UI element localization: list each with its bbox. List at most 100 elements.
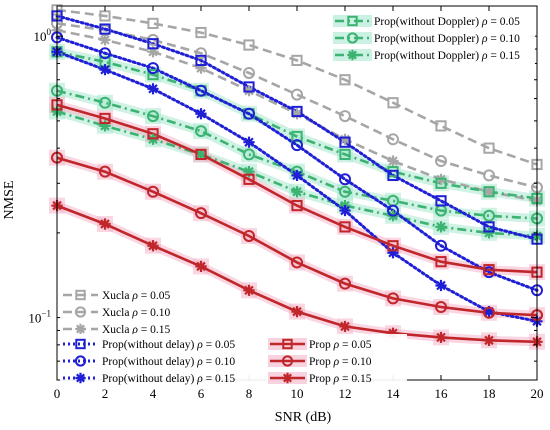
x-tick-label: 16 <box>435 386 449 401</box>
data-point-3-9 <box>483 186 495 198</box>
series-line-0 <box>56 8 538 166</box>
data-point-8-1 <box>99 64 111 76</box>
data-point-10-6 <box>339 277 351 290</box>
data-point-11-2 <box>147 240 159 252</box>
series-line-7 <box>55 35 539 292</box>
data-point-11-4 <box>243 284 255 296</box>
data-point-11-5 <box>291 306 303 318</box>
data-point-4-9 <box>483 209 495 222</box>
data-point-9-3 <box>195 148 207 161</box>
legend-highlight <box>333 32 372 44</box>
data-point-8-8 <box>435 279 447 292</box>
data-point-0-4 <box>243 39 255 51</box>
legend-marker <box>346 32 359 44</box>
data-point-6-5 <box>291 105 303 118</box>
data-point-2-3 <box>195 62 207 74</box>
legend-marker <box>75 323 86 335</box>
legend-marker <box>74 306 87 318</box>
data-point-9-8 <box>435 256 447 268</box>
data-point-7-6 <box>339 173 351 186</box>
legend-label: Prop(without delay) ρ = 0.15 <box>102 373 235 385</box>
data-point-7-5 <box>291 139 303 152</box>
data-point-5-5 <box>291 186 303 198</box>
legend-label: Prop(without delay) ρ = 0.05 <box>102 339 235 351</box>
legend-label: Xucla ρ = 0.05 <box>102 290 171 302</box>
data-point-11-7 <box>387 327 399 339</box>
legend-label: Prop(without Doppler) ρ = 0.10 <box>374 33 520 45</box>
series-line-9 <box>56 103 538 274</box>
x-tick-label: 18 <box>483 386 496 401</box>
legend-marker <box>347 49 358 61</box>
data-point-2-6 <box>339 133 351 145</box>
series-markers-layer <box>51 4 543 348</box>
data-point-6-4 <box>243 81 255 93</box>
data-point-6-1 <box>99 23 111 35</box>
data-point-4-2 <box>147 110 159 123</box>
data-point-9-1 <box>99 112 111 125</box>
data-point-2-1 <box>99 34 111 46</box>
data-point-1-7 <box>387 133 399 146</box>
y-tick-label: 100 <box>34 27 52 44</box>
data-point-9-5 <box>291 199 303 212</box>
data-point-9-2 <box>147 128 159 140</box>
data-point-0-5 <box>291 54 303 67</box>
data-point-1-3 <box>195 47 207 60</box>
x-tick-label: 0 <box>54 386 61 401</box>
y-tick-label: 10−1 <box>28 309 51 326</box>
data-point-0-9 <box>483 142 495 154</box>
data-point-6-2 <box>147 38 159 50</box>
legend-marker <box>75 338 86 350</box>
data-point-9-7 <box>387 240 399 252</box>
data-point-10-1 <box>99 165 111 178</box>
legend-marker <box>282 338 293 350</box>
legend-label: Prop ρ = 0.15 <box>309 373 372 385</box>
data-point-3-2 <box>147 69 159 81</box>
series-line-1 <box>56 22 538 189</box>
x-tick-label: 2 <box>102 386 109 401</box>
data-point-7-7 <box>387 204 399 217</box>
data-point-10-8 <box>435 301 447 314</box>
data-point-0-8 <box>435 120 447 132</box>
data-point-10-9 <box>483 306 495 319</box>
data-point-2-5 <box>291 108 303 120</box>
legend-marker <box>281 355 294 367</box>
legend-marker <box>75 372 86 384</box>
x-tick-label: 10 <box>291 386 304 401</box>
data-point-3-6 <box>339 148 351 161</box>
data-point-0-6 <box>339 74 351 86</box>
data-point-10-2 <box>147 185 159 198</box>
data-point-10-7 <box>387 292 399 305</box>
data-point-5-9 <box>483 227 495 239</box>
legend-marker <box>347 15 358 27</box>
data-point-1-9 <box>483 169 495 182</box>
data-point-0-7 <box>387 97 399 109</box>
legend-marker <box>282 372 293 384</box>
data-point-9-9 <box>483 264 495 276</box>
data-point-4-6 <box>339 185 351 198</box>
series-line-10 <box>56 156 538 317</box>
data-point-1-5 <box>291 88 303 101</box>
data-point-8-7 <box>387 247 399 259</box>
legends: Prop(without Doppler) ρ = 0.05 Prop(witho… <box>60 11 535 389</box>
data-point-9-4 <box>243 173 255 185</box>
legend-label: Prop ρ = 0.05 <box>309 339 372 351</box>
legend-marker <box>74 355 87 367</box>
x-tick-label: 8 <box>246 386 253 401</box>
data-point-7-8 <box>435 239 447 252</box>
data-point-11-6 <box>339 320 351 333</box>
legend-label: Prop(without Doppler) ρ = 0.15 <box>374 50 520 62</box>
data-point-11-9 <box>483 334 495 346</box>
legend-highlight <box>333 15 372 27</box>
data-point-1-6 <box>339 110 351 123</box>
data-point-8-9 <box>483 306 495 318</box>
series-line-3 <box>56 50 538 200</box>
x-axis-label: SNR (dB) <box>275 410 332 425</box>
data-point-9-6 <box>339 221 351 233</box>
legend-label: Prop(without Doppler) ρ = 0.05 <box>374 16 520 28</box>
data-point-6-8 <box>435 195 447 207</box>
legend-marker <box>75 289 86 301</box>
data-point-2-2 <box>147 46 159 58</box>
data-point-5-3 <box>195 148 207 161</box>
data-point-1-4 <box>243 66 255 79</box>
